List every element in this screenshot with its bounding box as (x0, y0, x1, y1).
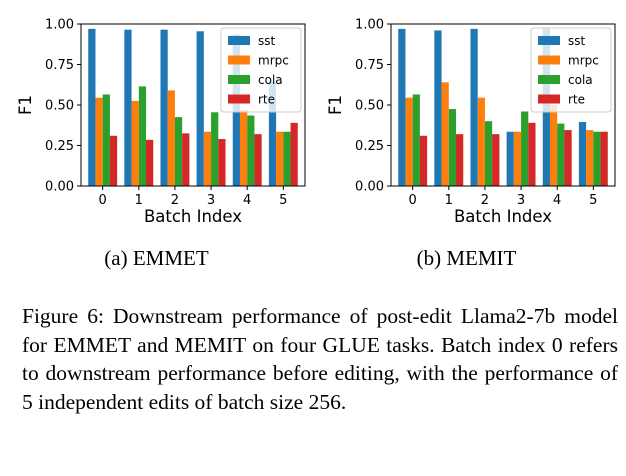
bar-cola-5 (593, 131, 601, 186)
x-tick-label: 0 (99, 193, 107, 208)
y-tick-label: 0.25 (355, 139, 384, 154)
bar-cola-1 (138, 86, 147, 186)
bar-mrpc-3 (203, 131, 212, 186)
bar-rte-0 (109, 135, 118, 186)
bar-cola-2 (174, 117, 183, 186)
legend-label-sst: sst (258, 34, 276, 48)
bar-rte-5 (290, 122, 298, 186)
legend-swatch-sst (538, 36, 560, 45)
bar-sst-3 (506, 131, 514, 186)
legend-box (530, 27, 612, 113)
x-tick-label: 2 (481, 193, 489, 208)
y-tick-label: 0.25 (45, 139, 74, 154)
legend-swatch-cola (228, 75, 250, 84)
legend-label-rte: rte (568, 93, 585, 107)
x-tick-label: 1 (445, 193, 453, 208)
bar-mrpc-0 (95, 97, 103, 186)
chart-panel-emmet: 0.00 0.25 0.50 0.75 1.00 0 1 2 3 4 5 Batch Index F1 s… (0, 0, 313, 270)
chart-panel-memit: 0.00 0.25 0.50 0.75 1.00 0 1 2 3 4 5 Batch Index F1 s… (310, 0, 623, 270)
y-tick-label: 0.00 (355, 180, 384, 195)
bar-sst-2 (470, 28, 478, 186)
bar-mrpc-3 (513, 131, 522, 186)
bar-rte-4 (564, 130, 572, 186)
legend-label-sst: sst (568, 34, 586, 48)
y-axis-label: F1 (326, 95, 345, 115)
legend-label-rte: rte (258, 93, 275, 107)
y-tick-label: 1.00 (45, 18, 74, 33)
legend-label-mrpc: mrpc (568, 54, 599, 68)
bar-cola-3 (521, 111, 529, 186)
bar-sst-0 (88, 28, 96, 186)
bar-sst-3 (196, 31, 204, 186)
legend-label-mrpc: mrpc (258, 54, 289, 68)
bar-cola-4 (557, 123, 565, 186)
x-tick-label: 5 (589, 193, 597, 208)
bar-rte-0 (419, 135, 428, 186)
legend-swatch-rte (538, 94, 560, 104)
x-axis-label: Batch Index (454, 207, 552, 226)
bar-sst-5 (268, 82, 277, 186)
chart-memit: 0.00 0.25 0.50 0.75 1.00 0 1 2 3 4 5 Batch Index F1 s… (326, 18, 616, 226)
y-tick-label: 1.00 (355, 18, 384, 33)
bar-cola-5 (283, 131, 291, 186)
subcaption-emmet: (a) EMMET (104, 246, 209, 270)
x-tick-label: 3 (207, 193, 215, 208)
bar-sst-2 (160, 29, 168, 187)
chart-emmet: 0.00 0.25 0.50 0.75 1.00 0 1 2 3 4 5 Batch Index F1 s… (16, 18, 306, 226)
bar-mrpc-5 (276, 131, 284, 186)
bar-rte-3 (528, 122, 536, 186)
y-tick-label: 0.75 (355, 58, 384, 73)
bar-mrpc-2 (477, 97, 485, 186)
bar-cola-2 (484, 121, 493, 186)
bar-rte-1 (456, 134, 464, 186)
bar-rte-2 (492, 134, 500, 186)
legend-swatch-rte (228, 94, 250, 104)
legend-swatch-mrpc (538, 55, 560, 65)
x-axis-label: Batch Index (144, 207, 242, 226)
x-tick-label: 4 (243, 193, 251, 208)
legend-swatch-mrpc (228, 55, 250, 65)
y-tick-label: 0.75 (45, 58, 74, 73)
x-tick-label: 5 (279, 193, 287, 208)
bar-cola-4 (247, 115, 255, 186)
bar-mrpc-4 (549, 105, 558, 186)
y-axis-label: F1 (16, 95, 35, 115)
legend-swatch-sst (228, 36, 250, 45)
legend-label-cola: cola (568, 73, 593, 87)
x-tick-label: 2 (171, 193, 179, 208)
bar-rte-4 (254, 134, 262, 186)
bar-rte-1 (146, 139, 154, 186)
bar-cola-3 (211, 112, 219, 186)
bar-cola-0 (412, 94, 420, 186)
y-tick-label: 0.00 (45, 180, 74, 195)
bar-sst-0 (398, 28, 406, 186)
y-tick-label: 0.50 (45, 99, 74, 114)
subcaption-memit: (b) MEMIT (416, 246, 517, 270)
bar-mrpc-4 (239, 109, 248, 186)
bar-sst-1 (124, 29, 132, 187)
bar-sst-5 (578, 122, 587, 186)
y-tick-label: 0.50 (355, 99, 384, 114)
x-tick-label: 1 (135, 193, 143, 208)
legend-swatch-cola (538, 75, 560, 84)
x-tick-label: 3 (517, 193, 525, 208)
legend-label-cola: cola (258, 73, 283, 87)
legend-box (220, 27, 302, 113)
x-tick-label: 0 (409, 193, 417, 208)
bar-cola-1 (448, 109, 457, 186)
bar-mrpc-1 (441, 82, 449, 186)
bar-mrpc-0 (405, 97, 413, 186)
bar-mrpc-2 (167, 90, 175, 186)
bar-sst-1 (434, 30, 442, 187)
bar-mrpc-5 (586, 130, 594, 186)
bar-mrpc-1 (131, 100, 139, 186)
bar-rte-2 (182, 133, 190, 186)
figure-caption: Figure 6: Downstream performance of post… (22, 304, 618, 414)
bar-cola-0 (102, 94, 110, 186)
bar-rte-5 (600, 131, 608, 186)
x-tick-label: 4 (553, 193, 561, 208)
bar-rte-3 (218, 139, 226, 186)
